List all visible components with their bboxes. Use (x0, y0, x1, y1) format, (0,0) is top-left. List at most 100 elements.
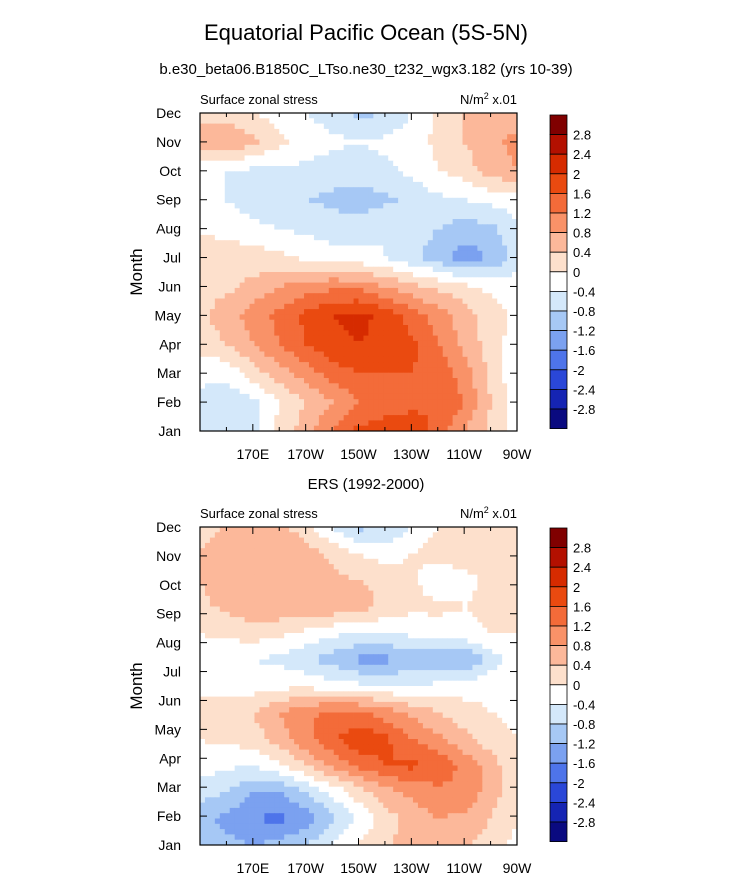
contour-cell (492, 197, 498, 204)
contour-cell (289, 383, 295, 389)
contour-cell (274, 548, 280, 554)
contour-cell (388, 293, 394, 299)
contour-cell (249, 303, 255, 310)
contour-cell (318, 155, 325, 162)
contour-cell (249, 298, 255, 305)
contour-cell (373, 367, 379, 374)
contour-cell (304, 325, 310, 331)
contour-cell (209, 234, 216, 241)
contour-cell (437, 134, 444, 140)
contour-cell (408, 256, 414, 262)
contour-cell (412, 595, 419, 602)
contour-cell (388, 123, 394, 130)
contour-cell (224, 314, 231, 321)
contour-cell (472, 261, 478, 268)
contour-cell (244, 330, 250, 336)
contour-cell (308, 139, 315, 146)
contour-cell (308, 399, 315, 405)
contour-cell (348, 197, 354, 204)
contour-cell (368, 309, 374, 315)
contour-cell (442, 542, 449, 549)
contour-cell (492, 330, 498, 336)
contour-cell (502, 404, 508, 411)
contour-cell (383, 340, 389, 347)
contour-cell (447, 192, 454, 199)
contour-cell (294, 314, 300, 321)
contour-cell (393, 266, 399, 273)
contour-cell (204, 298, 211, 305)
contour-cell (264, 537, 270, 544)
contour-cell (467, 128, 473, 135)
contour-cell (328, 351, 335, 358)
contour-cell (209, 383, 216, 389)
contour-cell (289, 595, 295, 602)
contour-cell (487, 213, 493, 220)
contour-cell (412, 303, 419, 310)
contour-cell (477, 569, 483, 576)
contour-cell (234, 282, 241, 289)
contour-cell (467, 171, 473, 177)
contour-cell (477, 250, 483, 257)
contour-cell (477, 208, 483, 215)
contour-cell (363, 128, 369, 135)
contour-cell (497, 192, 503, 199)
contour-cell (214, 388, 221, 395)
contour-cell (412, 346, 419, 352)
contour-cell (343, 346, 349, 352)
contour-cell (477, 166, 483, 172)
contour-cell (492, 176, 498, 183)
contour-cell (224, 128, 231, 135)
contour-cell (323, 585, 330, 591)
contour-cell (308, 171, 315, 177)
contour-cell (204, 335, 211, 342)
contour-cell (437, 208, 444, 215)
contour-cell (323, 245, 330, 252)
contour-cell (487, 601, 493, 607)
contour-cell (313, 340, 320, 347)
contour-cell (373, 553, 379, 560)
contour-cell (487, 298, 493, 305)
contour-cell (279, 569, 285, 576)
contour-cell (348, 372, 354, 379)
contour-cell (254, 309, 260, 315)
contour-cell (209, 123, 216, 130)
contour-cell (333, 606, 340, 613)
contour-cell (457, 378, 463, 384)
contour-cell (348, 346, 354, 352)
contour-cell (304, 256, 310, 262)
contour-cell (264, 378, 270, 384)
contour-cell (294, 150, 300, 156)
contour-cell (368, 590, 374, 597)
contour-cell (403, 542, 409, 549)
contour-cell (289, 234, 295, 241)
panel-2-title: ERS (1992-2000) (307, 476, 425, 493)
contour-cell (219, 134, 226, 140)
contour-cell (234, 611, 241, 618)
contour-cell (274, 590, 280, 597)
contour-cell (502, 409, 508, 416)
contour-cell (492, 309, 498, 315)
contour-cell (244, 150, 250, 156)
contour-cell (289, 399, 295, 405)
contour-cell (417, 197, 424, 204)
contour-cell (437, 293, 444, 299)
contour-cell (204, 256, 211, 262)
contour-cell (373, 134, 379, 140)
contour-cell (353, 272, 359, 278)
contour-cell (368, 277, 374, 283)
contour-cell (378, 580, 384, 586)
contour-cell (353, 606, 359, 613)
contour-cell (502, 399, 508, 405)
panel-2: JanFebMarAprMayJunJulAugSepOctNovDec170E… (127, 505, 595, 876)
contour-cell (289, 266, 295, 273)
contour-cell (284, 187, 290, 193)
contour-cell (318, 548, 325, 554)
contour-cell (219, 564, 226, 570)
contour-cell (482, 224, 488, 230)
contour-field-2 (200, 527, 517, 845)
contour-cell (477, 261, 483, 268)
contour-cell (452, 404, 458, 411)
contour-cell (363, 340, 369, 347)
contour-cell (304, 367, 310, 374)
contour-cell (308, 564, 315, 570)
